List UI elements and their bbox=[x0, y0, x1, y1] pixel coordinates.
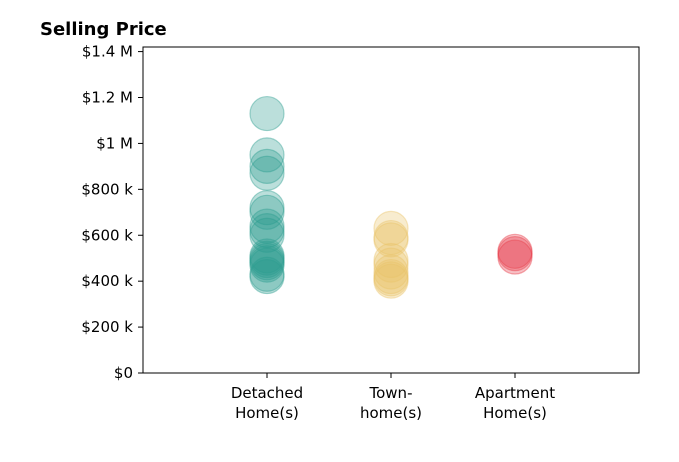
data-point bbox=[249, 240, 285, 276]
y-tick-label: $1 M bbox=[96, 134, 133, 152]
data-point bbox=[373, 210, 409, 246]
y-tick-label: $0 bbox=[114, 364, 133, 382]
data-point bbox=[249, 242, 285, 279]
data-point bbox=[373, 258, 409, 295]
data-point bbox=[373, 247, 409, 283]
data-point bbox=[249, 155, 285, 191]
data-point bbox=[373, 261, 409, 297]
x-tick-label: Apartment bbox=[475, 384, 555, 402]
data-point bbox=[249, 95, 285, 132]
data-point bbox=[249, 247, 285, 283]
y-axis: $0 $200 k $400 k $600 k $800 k $1 M $1.2 M $1.4… bbox=[81, 43, 143, 382]
plot-frame bbox=[142, 46, 640, 374]
x-axis: Detached Home(s) Town-home(s) Apartment Home… bbox=[231, 373, 555, 422]
data-points bbox=[249, 95, 533, 299]
chart-title: Selling Price bbox=[40, 19, 167, 40]
data-point bbox=[373, 219, 409, 256]
data-point bbox=[497, 236, 533, 272]
data-point bbox=[249, 256, 285, 292]
y-tick-label: $400 k bbox=[81, 272, 133, 290]
data-point bbox=[249, 190, 285, 226]
data-point bbox=[249, 245, 285, 281]
x-tick-label: Home(s) bbox=[483, 404, 547, 422]
data-point bbox=[249, 208, 285, 244]
x-tick-label: home(s) bbox=[360, 404, 422, 422]
data-point bbox=[373, 242, 409, 279]
data-point bbox=[249, 213, 285, 249]
y-tick-label: $1.2 M bbox=[82, 89, 133, 107]
y-tick-label: $600 k bbox=[81, 226, 133, 244]
y-tick-label: $1.4 M bbox=[82, 43, 133, 61]
data-point bbox=[249, 148, 285, 184]
x-tick-label: Town- bbox=[369, 384, 413, 402]
y-tick-label: $800 k bbox=[81, 180, 133, 198]
data-point bbox=[373, 254, 409, 290]
x-tick-label: Detached bbox=[231, 384, 303, 402]
data-point bbox=[497, 239, 533, 275]
data-point bbox=[249, 194, 285, 230]
x-tick-label: Home(s) bbox=[235, 404, 299, 422]
data-point bbox=[373, 263, 409, 299]
data-point bbox=[249, 258, 285, 295]
data-point bbox=[249, 217, 285, 253]
y-tick-label: $200 k bbox=[81, 318, 133, 336]
data-point bbox=[373, 222, 409, 258]
data-point bbox=[249, 238, 285, 274]
data-point bbox=[497, 233, 533, 269]
data-point bbox=[249, 137, 285, 173]
